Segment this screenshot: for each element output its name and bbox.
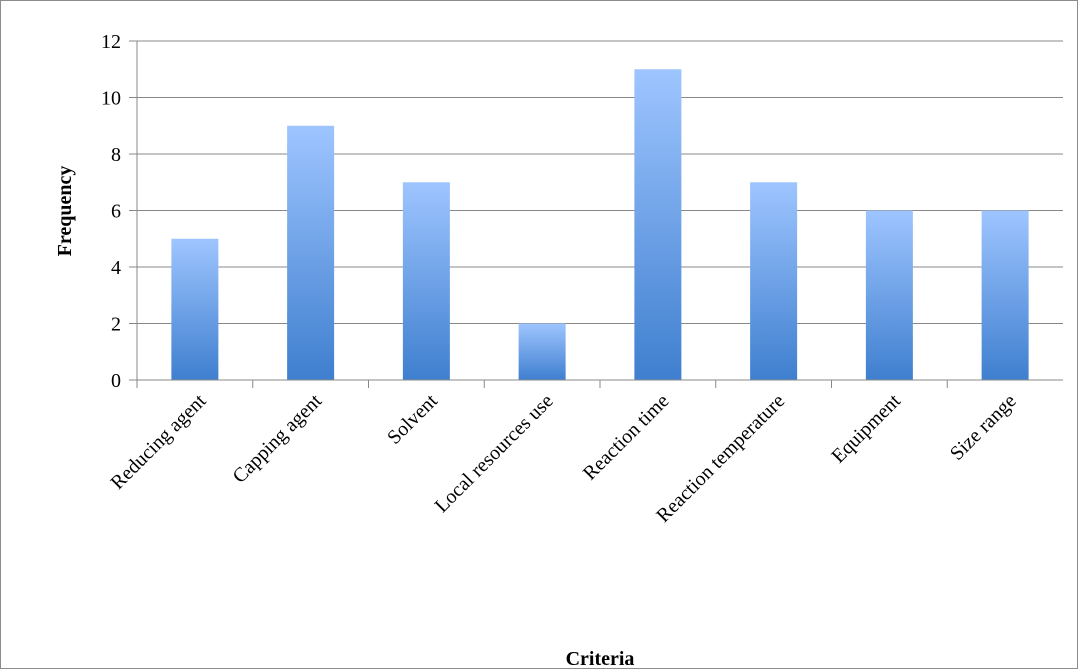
gridlines bbox=[129, 40, 1063, 388]
bar bbox=[750, 182, 798, 380]
x-tick-label: Size range bbox=[946, 390, 1021, 465]
bar bbox=[287, 125, 335, 380]
x-tick-label: Solvent bbox=[383, 390, 442, 449]
bar bbox=[981, 210, 1029, 380]
x-tick-labels: Reducing agent Capping agent SolventLocal … bbox=[106, 390, 1020, 527]
x-tick-label: Reaction time bbox=[579, 390, 674, 485]
y-tick-labels: 0 2 4 6 8 10 12 bbox=[101, 31, 121, 392]
bars bbox=[171, 69, 1029, 380]
bar bbox=[634, 69, 682, 380]
bar bbox=[518, 323, 566, 380]
y-tick-label: 8 bbox=[111, 144, 121, 166]
axes bbox=[136, 41, 1063, 381]
bar bbox=[171, 238, 219, 380]
bar bbox=[865, 210, 913, 380]
y-tick-label: 2 bbox=[111, 314, 121, 336]
bar bbox=[402, 182, 450, 380]
y-tick-label: 0 bbox=[111, 370, 121, 392]
y-axis-title: Frequency bbox=[54, 166, 76, 257]
y-tick-label: 10 bbox=[101, 88, 121, 110]
x-tick-label: Reducing agent bbox=[106, 390, 210, 494]
x-tick-label: Equipment bbox=[827, 390, 905, 468]
x-tick-label: Local resources use bbox=[431, 390, 558, 517]
x-tick-label: Capping agent bbox=[229, 390, 327, 488]
x-axis-title: Criteria bbox=[566, 648, 635, 668]
y-tick-label: 4 bbox=[111, 257, 121, 279]
x-tick-label: Reaction temperature bbox=[652, 390, 789, 527]
y-tick-label: 6 bbox=[111, 201, 121, 223]
y-tick-label: 12 bbox=[101, 31, 121, 53]
